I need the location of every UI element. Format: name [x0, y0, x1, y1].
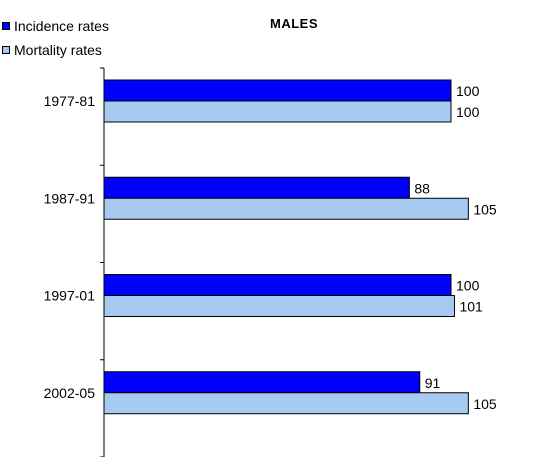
legend-swatch-incidence — [2, 22, 10, 30]
data-label-mortality: 101 — [459, 299, 483, 315]
bar-mortality — [103, 295, 455, 317]
legend-item-incidence: Incidence rates — [2, 14, 109, 38]
chart-title: MALES — [270, 16, 318, 31]
bar-incidence — [103, 176, 410, 199]
data-label-incidence: 100 — [456, 278, 480, 294]
bar-mortality — [103, 100, 452, 123]
data-label-mortality: 105 — [473, 396, 497, 412]
bar-mortality — [103, 392, 469, 415]
legend-label-incidence: Incidence rates — [14, 18, 109, 34]
bar-incidence — [103, 274, 452, 296]
bar-mortality — [103, 197, 469, 220]
legend-swatch-mortality — [2, 46, 10, 54]
data-label-incidence: 91 — [425, 375, 441, 391]
bar-incidence — [103, 371, 421, 394]
data-label-mortality: 105 — [473, 201, 497, 217]
category-label: 1987-91 — [44, 190, 96, 206]
data-label-incidence: 88 — [414, 180, 430, 196]
bar-incidence — [103, 79, 452, 102]
category-label: 1997-01 — [44, 288, 96, 304]
data-label-mortality: 100 — [456, 104, 480, 120]
category-label: 1977-81 — [44, 93, 96, 109]
data-label-incidence: 100 — [456, 83, 480, 99]
legend-item-mortality: Mortality rates — [2, 38, 109, 62]
legend-label-mortality: Mortality rates — [14, 42, 102, 58]
category-label: 2002-05 — [44, 385, 96, 401]
legend: Incidence rates Mortality rates — [2, 14, 109, 62]
